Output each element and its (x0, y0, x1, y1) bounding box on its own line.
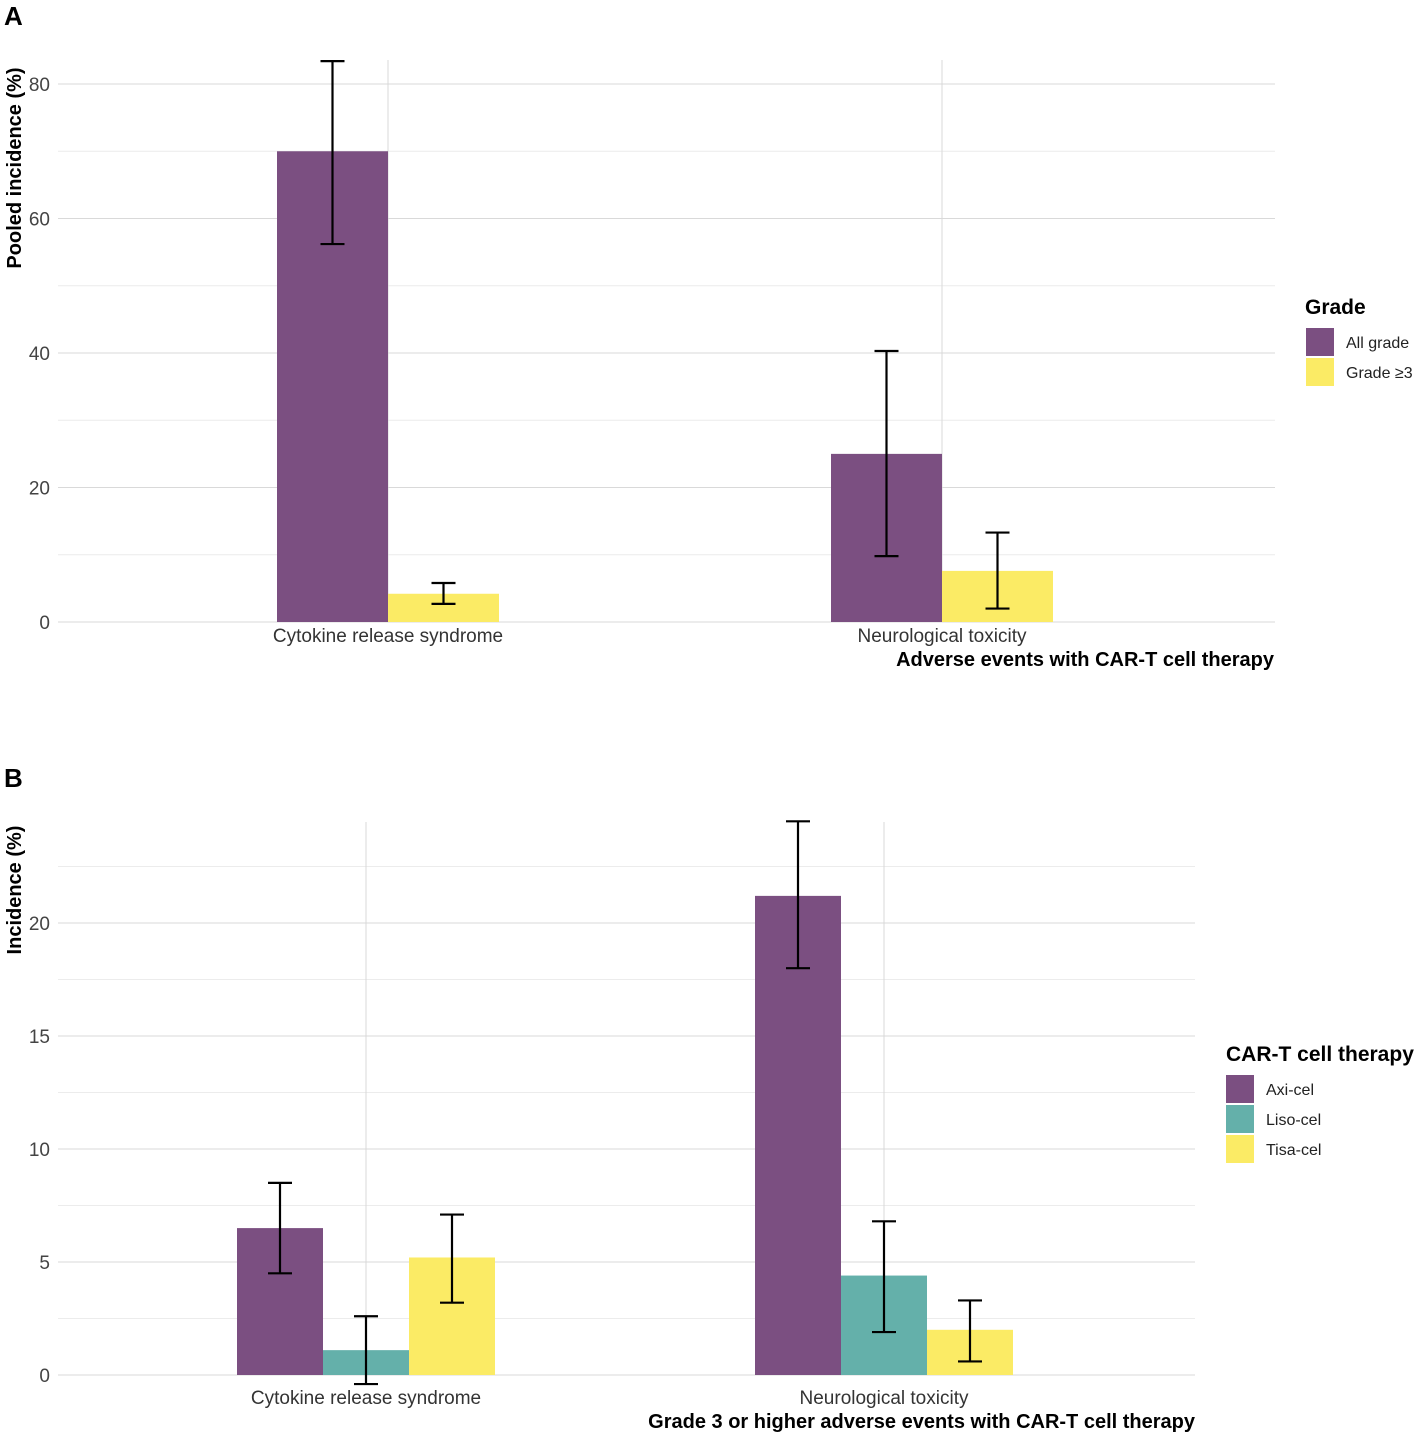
category-label-cytokine-release-syndrome: Cytokine release syndrome (251, 1388, 481, 1409)
panel-a-gridlines (58, 60, 1275, 623)
legend-label-all-grade: All grade (1346, 335, 1409, 352)
panel-b-categories: Cytokine release syndrome Neurological to… (251, 1388, 969, 1409)
legend-swatch-tisa-cel (1226, 1135, 1254, 1163)
error-bar-tisa-cel-neurological-toxicity (958, 1299, 982, 1363)
legend-swatch-grade-3 (1306, 358, 1334, 386)
legend-label-liso-cel: Liso-cel (1266, 1112, 1321, 1129)
panel-a-bars (277, 151, 1053, 622)
legend-swatch-all-grade (1306, 328, 1334, 356)
error-bar-axi-cel-cytokine-release-syndrome (268, 1181, 292, 1275)
category-label-neurological-toxicity: Neurological toxicity (800, 1388, 969, 1409)
legend-label-tisa-cel: Tisa-cel (1266, 1142, 1321, 1159)
legend-swatch-liso-cel (1226, 1105, 1254, 1133)
y-tick-label: 0 (39, 613, 50, 634)
y-tick-label: 80 (29, 75, 50, 96)
error-bar-all-grade-cytokine-release-syndrome (320, 60, 345, 246)
y-tick-label: 15 (29, 1027, 50, 1048)
panel-b-y-ticks: 0 5 10 15 20 (29, 914, 50, 1387)
legend-label-grade-3: Grade ≥3 (1346, 365, 1413, 382)
error-bar-grade-3-cytokine-release-syndrome (431, 581, 456, 605)
legend-swatch-axi-cel (1226, 1075, 1254, 1103)
panel-b-y-axis-title: Incidence (%) (4, 826, 26, 955)
panel-a-error-bars (320, 60, 1010, 610)
y-tick-label: 20 (29, 479, 50, 500)
panel-a-label: A (4, 1, 23, 31)
panel-a-legend-title: Grade (1305, 296, 1366, 319)
error-bar-liso-cel-neurological-toxicity (872, 1220, 896, 1334)
error-bar-all-grade-neurological-toxicity (874, 349, 899, 558)
y-tick-label: 60 (29, 210, 50, 231)
bar-axi-cel-neurological-toxicity (755, 895, 841, 1375)
y-tick-label: 10 (29, 1140, 50, 1161)
y-tick-label: 0 (39, 1366, 50, 1387)
panel-b-legend-title: CAR-T cell therapy (1226, 1043, 1414, 1066)
y-tick-label: 40 (29, 344, 50, 365)
y-tick-label: 5 (39, 1253, 50, 1274)
error-bar-axi-cel-neurological-toxicity (786, 820, 810, 970)
error-bar-tisa-cel-cytokine-release-syndrome (440, 1213, 464, 1304)
panel-b-error-bars (268, 820, 982, 1386)
error-bar-liso-cel-cytokine-release-syndrome (354, 1315, 378, 1386)
panel-a-legend: Grade All grade Grade ≥3 (1305, 296, 1413, 386)
panel-b-bars (237, 895, 1013, 1375)
panel-b-legend: CAR-T cell therapy Axi-cel Liso-cel Tisa-c… (1226, 1043, 1414, 1163)
panel-b-x-axis-title: Grade 3 or higher adverse events with CA… (648, 1411, 1196, 1433)
panel-a-x-axis-title: Adverse events with CAR-T cell therapy (896, 649, 1275, 671)
category-label-cytokine-release-syndrome: Cytokine release syndrome (273, 626, 503, 647)
panel-b-label: B (4, 763, 23, 793)
y-tick-label: 20 (29, 914, 50, 935)
panel-a-y-axis-title: Pooled incidence (%) (4, 67, 26, 268)
error-bar-grade-3-neurological-toxicity (985, 531, 1010, 610)
panel-a-y-ticks: 0 20 40 60 80 (29, 75, 50, 634)
category-label-neurological-toxicity: Neurological toxicity (858, 626, 1027, 647)
legend-label-axi-cel: Axi-cel (1266, 1082, 1314, 1099)
panel-a-categories: Cytokine release syndrome Neurological to… (273, 626, 1027, 647)
panel-b-gridlines (58, 822, 1195, 1376)
